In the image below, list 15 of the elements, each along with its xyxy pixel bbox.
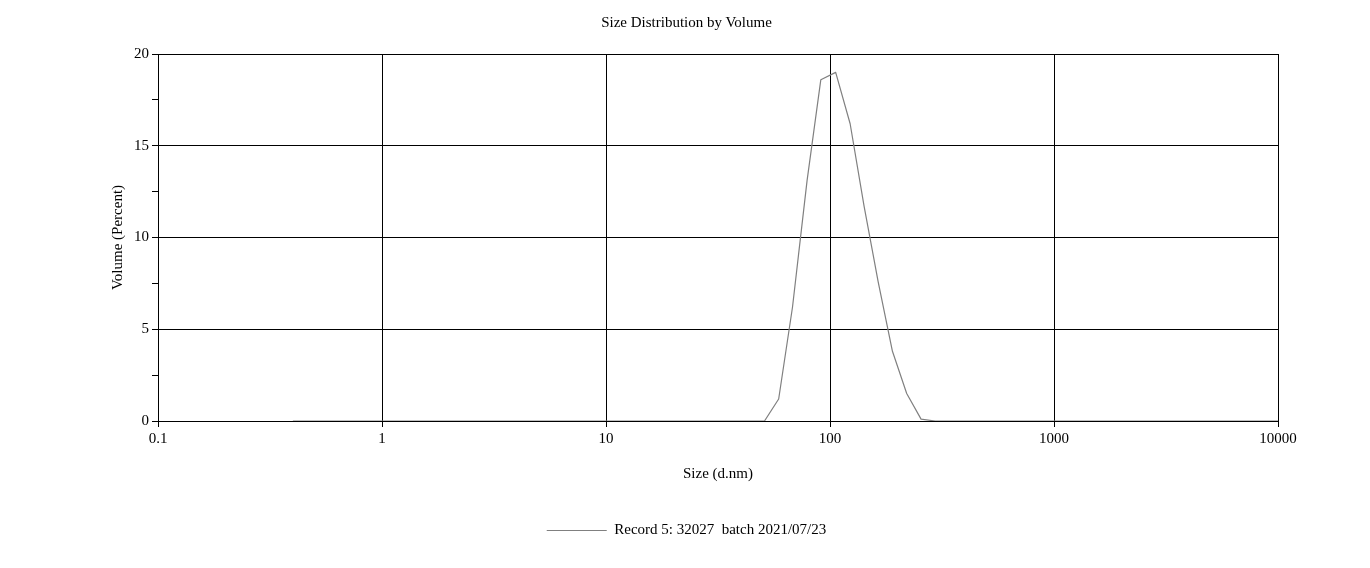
x-tick-label: 0.1 — [148, 429, 168, 446]
x-tick-label: 100 — [818, 429, 842, 446]
legend-label: Record 5: 32027 batch 2021/07/23 — [614, 521, 827, 538]
y-axis-title: Volume (Percent) — [108, 184, 126, 291]
x-tick-label: 1 — [378, 429, 386, 446]
x-tick-label: 10000 — [1259, 429, 1297, 446]
x-tick-label: 1000 — [1039, 429, 1069, 446]
y-tick-label: 20 — [134, 44, 149, 61]
y-tick-label: 5 — [141, 320, 149, 337]
chart-title: Size Distribution by Volume — [601, 13, 773, 30]
x-tick-label: 10 — [598, 429, 614, 446]
x-axis-title: Size (d.nm) — [683, 464, 753, 482]
y-tick-label: 15 — [134, 136, 149, 153]
y-tick-label: 0 — [141, 411, 149, 428]
y-tick-label: 10 — [134, 228, 149, 245]
